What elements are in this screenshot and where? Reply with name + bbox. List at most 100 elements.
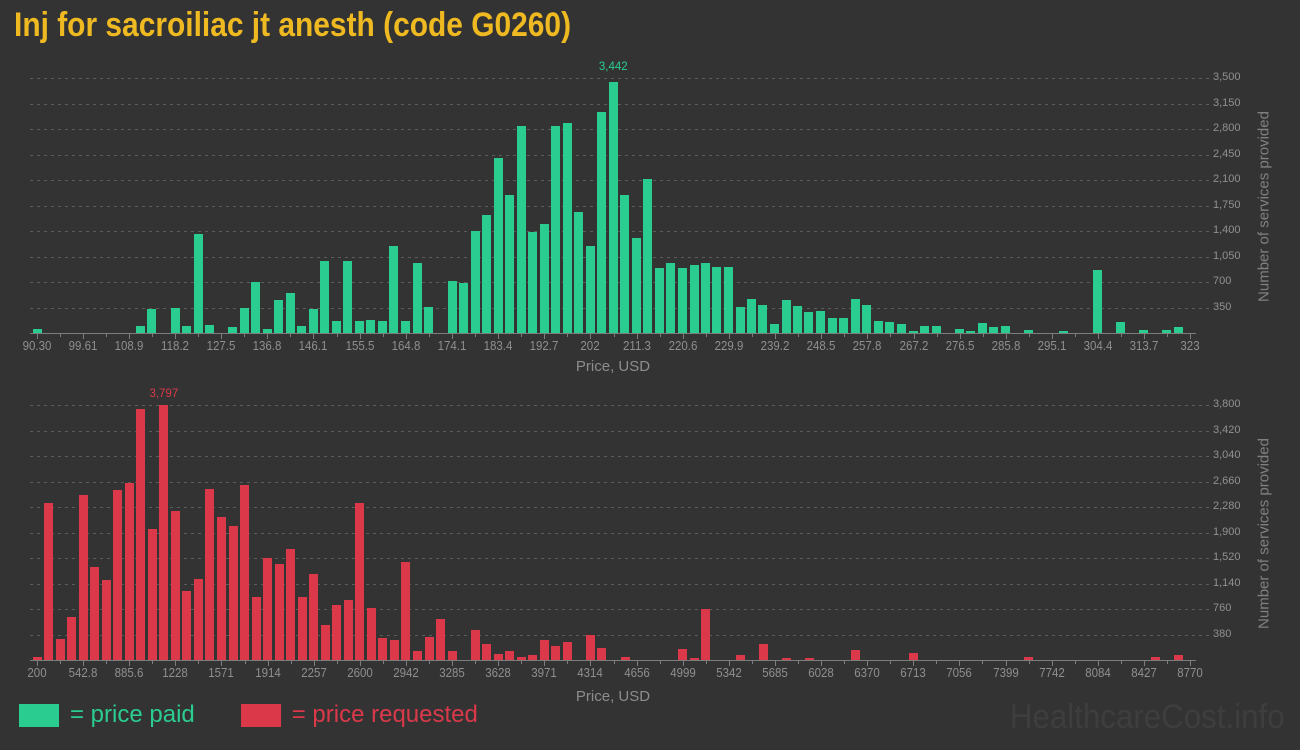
x-axis-tick-label: 229.9 — [714, 339, 744, 353]
histogram-bar — [620, 656, 630, 660]
histogram-bar — [493, 654, 503, 660]
x-axis-tickmark — [406, 334, 408, 339]
histogram-bar — [228, 525, 238, 660]
histogram-bar — [620, 195, 630, 333]
histogram-bar — [378, 637, 388, 660]
histogram-bar — [297, 325, 307, 333]
histogram-bar — [78, 494, 88, 660]
x-axis-tick-label: 285.8 — [991, 339, 1021, 353]
page-title: Inj for sacroiliac jt anesth (code G0260… — [14, 6, 572, 44]
x-axis-tick-label: 6713 — [900, 666, 927, 680]
x-axis-tickmark — [728, 334, 730, 339]
gridline — [30, 634, 1212, 636]
x-axis-tickmark — [175, 661, 177, 666]
x-axis-minor-tickmark — [1074, 661, 1076, 664]
histogram-bar — [608, 82, 618, 333]
histogram-bar — [1139, 330, 1149, 333]
x-axis-tickmark — [129, 334, 131, 339]
y-axis-tick-label: 700 — [1213, 275, 1232, 287]
x-axis-minor-tickmark — [982, 661, 984, 664]
y-axis-tick-label: 1,900 — [1213, 525, 1241, 538]
x-axis-minor-tickmark — [383, 334, 385, 337]
x-axis-tick-label: 200 — [27, 666, 47, 680]
histogram-bar — [470, 231, 480, 333]
histogram-bar — [343, 600, 353, 660]
histogram-bar — [366, 319, 376, 333]
x-axis-tickmark — [359, 661, 361, 666]
x-axis-minor-tickmark — [1120, 334, 1122, 337]
histogram-bar — [262, 329, 272, 333]
x-axis-minor-tickmark — [244, 661, 246, 664]
y-axis-tick-label: 1,520 — [1213, 551, 1241, 563]
y-axis-tick-label: 1,050 — [1213, 249, 1241, 262]
histogram-bar — [689, 658, 699, 660]
x-axis-title: Price, USD — [575, 688, 651, 705]
histogram-bar — [712, 267, 722, 333]
histogram-bar — [101, 579, 111, 660]
histogram-bar — [678, 268, 688, 333]
x-axis-tick-label: 127.5 — [206, 339, 236, 353]
y-axis-tick-label: 760 — [1213, 602, 1232, 614]
histogram-bar — [332, 605, 342, 660]
histogram-bar — [1173, 326, 1183, 333]
histogram-bar — [251, 282, 260, 333]
x-axis-tick-label: 99.61 — [68, 339, 98, 353]
x-axis-tick-label: 3285 — [439, 666, 465, 680]
x-axis-tick-label: 1228 — [162, 666, 189, 680]
histogram-bar — [274, 564, 284, 660]
legend-item-price-requested[interactable]: = price requested — [240, 701, 478, 729]
x-axis-tick-label: 146.1 — [299, 339, 328, 353]
x-axis-tick-label: 211.3 — [622, 339, 651, 353]
gridline — [30, 405, 1212, 406]
histogram-bar — [839, 318, 849, 333]
peak-value-label: 3,442 — [598, 61, 628, 73]
x-axis-tick-label: 304.4 — [1083, 339, 1113, 353]
x-axis-minor-tickmark — [106, 661, 108, 664]
x-axis-minor-tickmark — [890, 661, 892, 664]
x-axis-minor-tickmark — [336, 661, 338, 664]
histogram-bar — [193, 578, 203, 660]
legend-item-price-paid[interactable]: = price paid — [19, 701, 195, 729]
x-axis-tickmark — [1005, 334, 1007, 339]
histogram-bar — [182, 590, 192, 660]
x-axis-tickmark — [498, 334, 500, 339]
histogram-bar — [1150, 656, 1160, 660]
histogram-bar — [920, 325, 930, 333]
x-axis-tick-label: 3971 — [531, 666, 558, 680]
y-axis-tick-label: 3,500 — [1213, 71, 1241, 83]
x-axis-tickmark — [83, 334, 85, 339]
x-axis-tick-label: 1571 — [208, 666, 235, 680]
histogram-bar — [678, 649, 688, 660]
x-axis-tickmark — [1143, 334, 1145, 339]
histogram-bar — [412, 650, 422, 660]
histogram-bar — [412, 263, 422, 333]
x-axis-tick-label: 5685 — [762, 666, 788, 680]
x-axis-tickmark — [1051, 334, 1053, 339]
x-axis-tickmark — [959, 661, 961, 666]
x-axis-minor-tickmark — [106, 334, 108, 337]
histogram-bar — [931, 325, 941, 333]
histogram-bar — [320, 260, 330, 333]
histogram-bar — [850, 299, 860, 333]
x-axis-tickmark — [313, 334, 315, 339]
histogram-bar — [147, 529, 157, 660]
x-axis-minor-tickmark — [152, 661, 154, 664]
histogram-bar — [527, 232, 537, 333]
x-axis-minor-tickmark — [798, 661, 800, 664]
x-axis-tickmark — [728, 661, 730, 666]
x-axis-minor-tickmark — [60, 661, 62, 664]
histogram-bar — [297, 596, 307, 660]
histogram-bar — [1116, 322, 1126, 333]
histogram-bar — [862, 304, 872, 333]
x-axis-tickmark — [313, 661, 315, 666]
histogram-bar — [1001, 325, 1011, 333]
x-axis-minor-tickmark — [475, 661, 477, 664]
x-axis-tickmark — [820, 334, 822, 339]
x-axis-minor-tickmark — [1166, 334, 1168, 337]
histogram-bar — [263, 558, 273, 660]
histogram-bar — [551, 126, 561, 333]
x-axis-tick-label: 164.8 — [391, 339, 421, 353]
histogram-bar — [320, 625, 330, 660]
x-axis-tickmark — [544, 334, 546, 339]
histogram-bar — [585, 245, 595, 333]
